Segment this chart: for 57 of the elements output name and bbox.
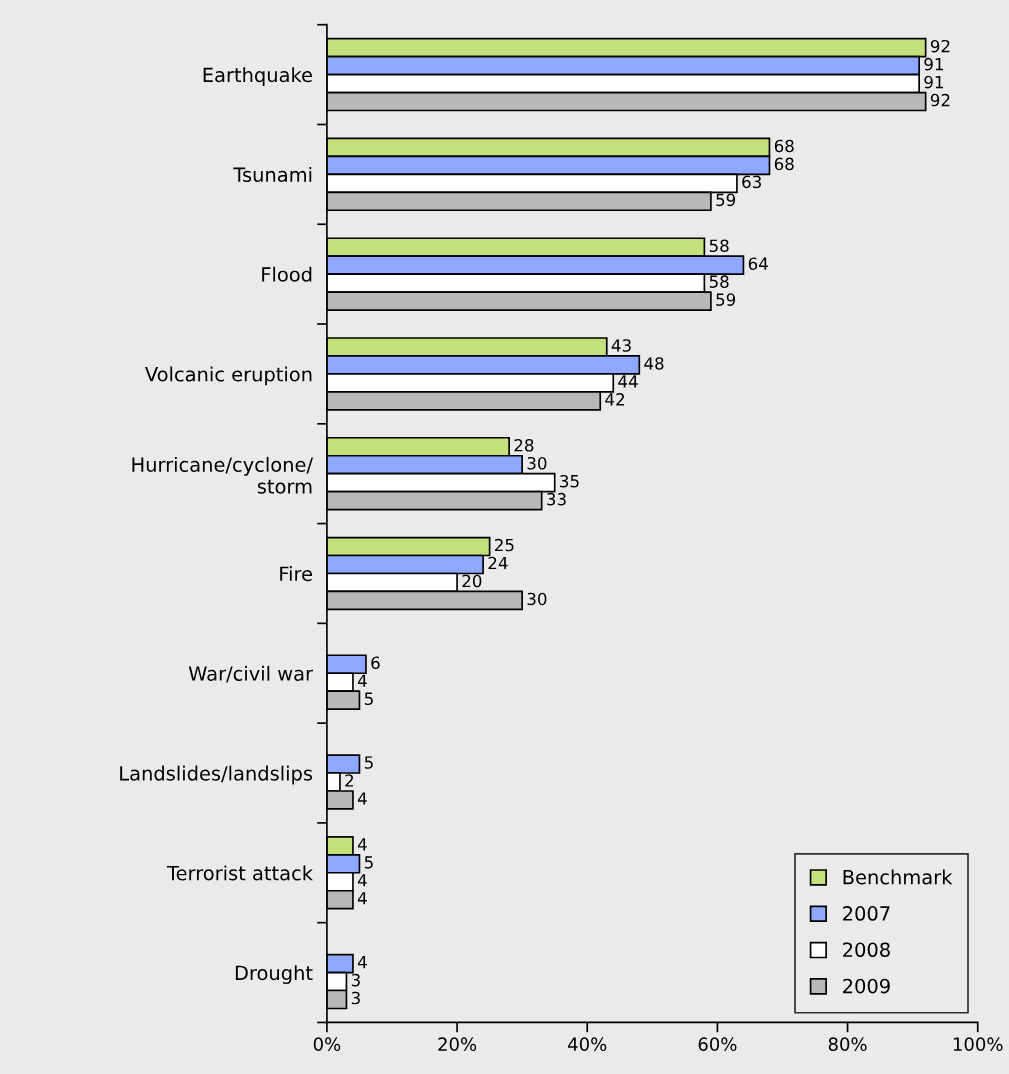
y-tick-label: Tsunami [233,166,312,183]
data-label: 68 [774,139,794,153]
x-tick-label: 100% [953,1037,1003,1052]
y-tick-label: Fire [280,566,312,582]
data-label: 64 [748,257,768,270]
x-tick-label: 80% [828,1037,867,1052]
data-label: 92 [930,93,950,107]
data-label: 42 [605,393,624,406]
y-tick-label: Terrorist attack [166,865,313,881]
x-tick-label: 0% [313,1037,341,1052]
data-label: 91 [924,57,943,71]
data-label: 30 [527,456,547,470]
data-label: 24 [488,556,508,570]
data-label: 33 [547,492,566,506]
y-tick-label: Volcanic eruption [145,366,312,386]
data-label: 43 [611,339,631,352]
x-tick-label: 20% [438,1037,477,1052]
data-label: 92 [930,39,950,53]
data-label: 3 [351,991,360,1005]
data-label: 4 [357,892,367,905]
data-label: 5 [364,856,373,869]
y-tick-label: Earthquake [203,67,312,87]
data-label: 4 [357,674,367,687]
y-tick-label: War/civil war [188,665,314,683]
data-label: 4 [357,874,367,887]
legend-label: Benchmark [843,869,953,885]
data-label: 4 [357,792,367,805]
legend-label: 2008 [843,942,890,958]
legend-label: 2009 [843,978,890,994]
y-tick-label: Hurricane/cyclone/ storm [132,456,314,494]
data-label: 25 [495,538,514,552]
data-label: 20 [462,574,482,588]
data-label: 59 [716,193,736,207]
data-label: 35 [560,474,579,488]
data-label: 59 [716,293,736,306]
data-label: 68 [774,157,794,171]
data-label: 44 [618,375,638,388]
data-label: 58 [709,275,729,288]
y-tick-label: Flood [262,266,312,282]
legend-label: 2007 [843,906,890,921]
data-label: 2 [345,774,354,787]
data-label: 63 [742,175,761,189]
data-label: 5 [364,692,373,706]
data-label: 4 [357,838,367,851]
x-tick-label: 60% [698,1037,737,1052]
x-tick-label: 40% [568,1037,607,1052]
data-label: 6 [371,656,380,670]
y-tick-label: Landslides/landslips [120,765,313,785]
data-label: 5 [364,756,373,769]
data-label: 3 [351,973,360,987]
y-tick-label: Drought [235,965,313,984]
data-label: 4 [357,956,367,969]
data-label: 58 [709,239,729,253]
data-label: 30 [527,592,547,606]
data-label: 48 [644,357,664,370]
data-label: 91 [924,75,943,89]
data-label: 28 [514,438,534,452]
